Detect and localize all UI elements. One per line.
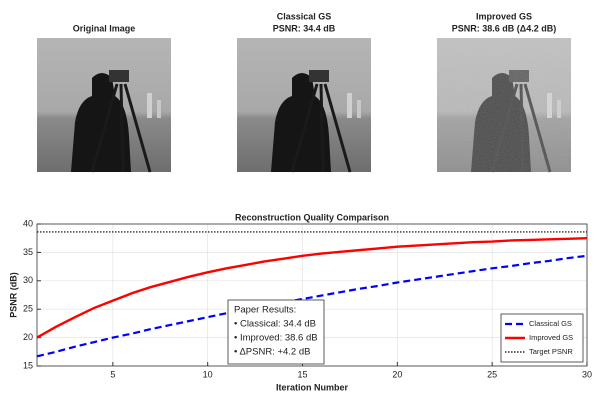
- x-tick-label: 25: [487, 369, 497, 379]
- y-tick-label: 40: [23, 218, 33, 228]
- annotation-text: • ΔPSNR: +4.2 dB: [234, 347, 310, 358]
- x-tick-label: 20: [392, 369, 402, 379]
- annotation-text: Paper Results:: [234, 305, 296, 316]
- panel-title: Classical GS: [277, 11, 332, 21]
- image-classical: [235, 36, 373, 174]
- legend-label: Improved GS: [529, 333, 573, 342]
- image-original: [35, 36, 173, 174]
- line-series: [36, 254, 588, 358]
- legend-box: [500, 313, 584, 363]
- image-improved: [435, 36, 573, 174]
- x-tick-label: 30: [582, 369, 592, 379]
- x-tick-label: 15: [298, 369, 308, 379]
- panel-title: Original Image: [73, 23, 136, 33]
- panel-title: PSNR: 38.6 dB (Δ4.2 dB): [452, 23, 557, 33]
- chart-title: Reconstruction Quality Comparison: [235, 212, 389, 222]
- legend-label: Classical GS: [529, 319, 572, 328]
- x-tick-label: 5: [110, 369, 115, 379]
- y-axis-label: PSNR (dB): [8, 272, 18, 318]
- y-tick-label: 35: [23, 247, 33, 257]
- line-series: [36, 237, 588, 339]
- plot-frame: [36, 223, 588, 367]
- y-tick-label: 15: [23, 360, 33, 370]
- y-tick-label: 30: [23, 275, 33, 285]
- legend-label: Target PSNR: [529, 347, 573, 356]
- y-tick-label: 20: [23, 332, 33, 342]
- annotation-text: • Classical: 34.4 dB: [234, 319, 316, 330]
- x-tick-label: 10: [203, 369, 213, 379]
- y-tick-label: 25: [23, 304, 33, 314]
- annotation-text: • Improved: 38.6 dB: [234, 333, 318, 344]
- annotation-box: [227, 299, 325, 365]
- x-axis-label: Iteration Number: [276, 382, 349, 392]
- panel-title: PSNR: 34.4 dB: [273, 23, 336, 33]
- panel-title: Improved GS: [476, 11, 532, 21]
